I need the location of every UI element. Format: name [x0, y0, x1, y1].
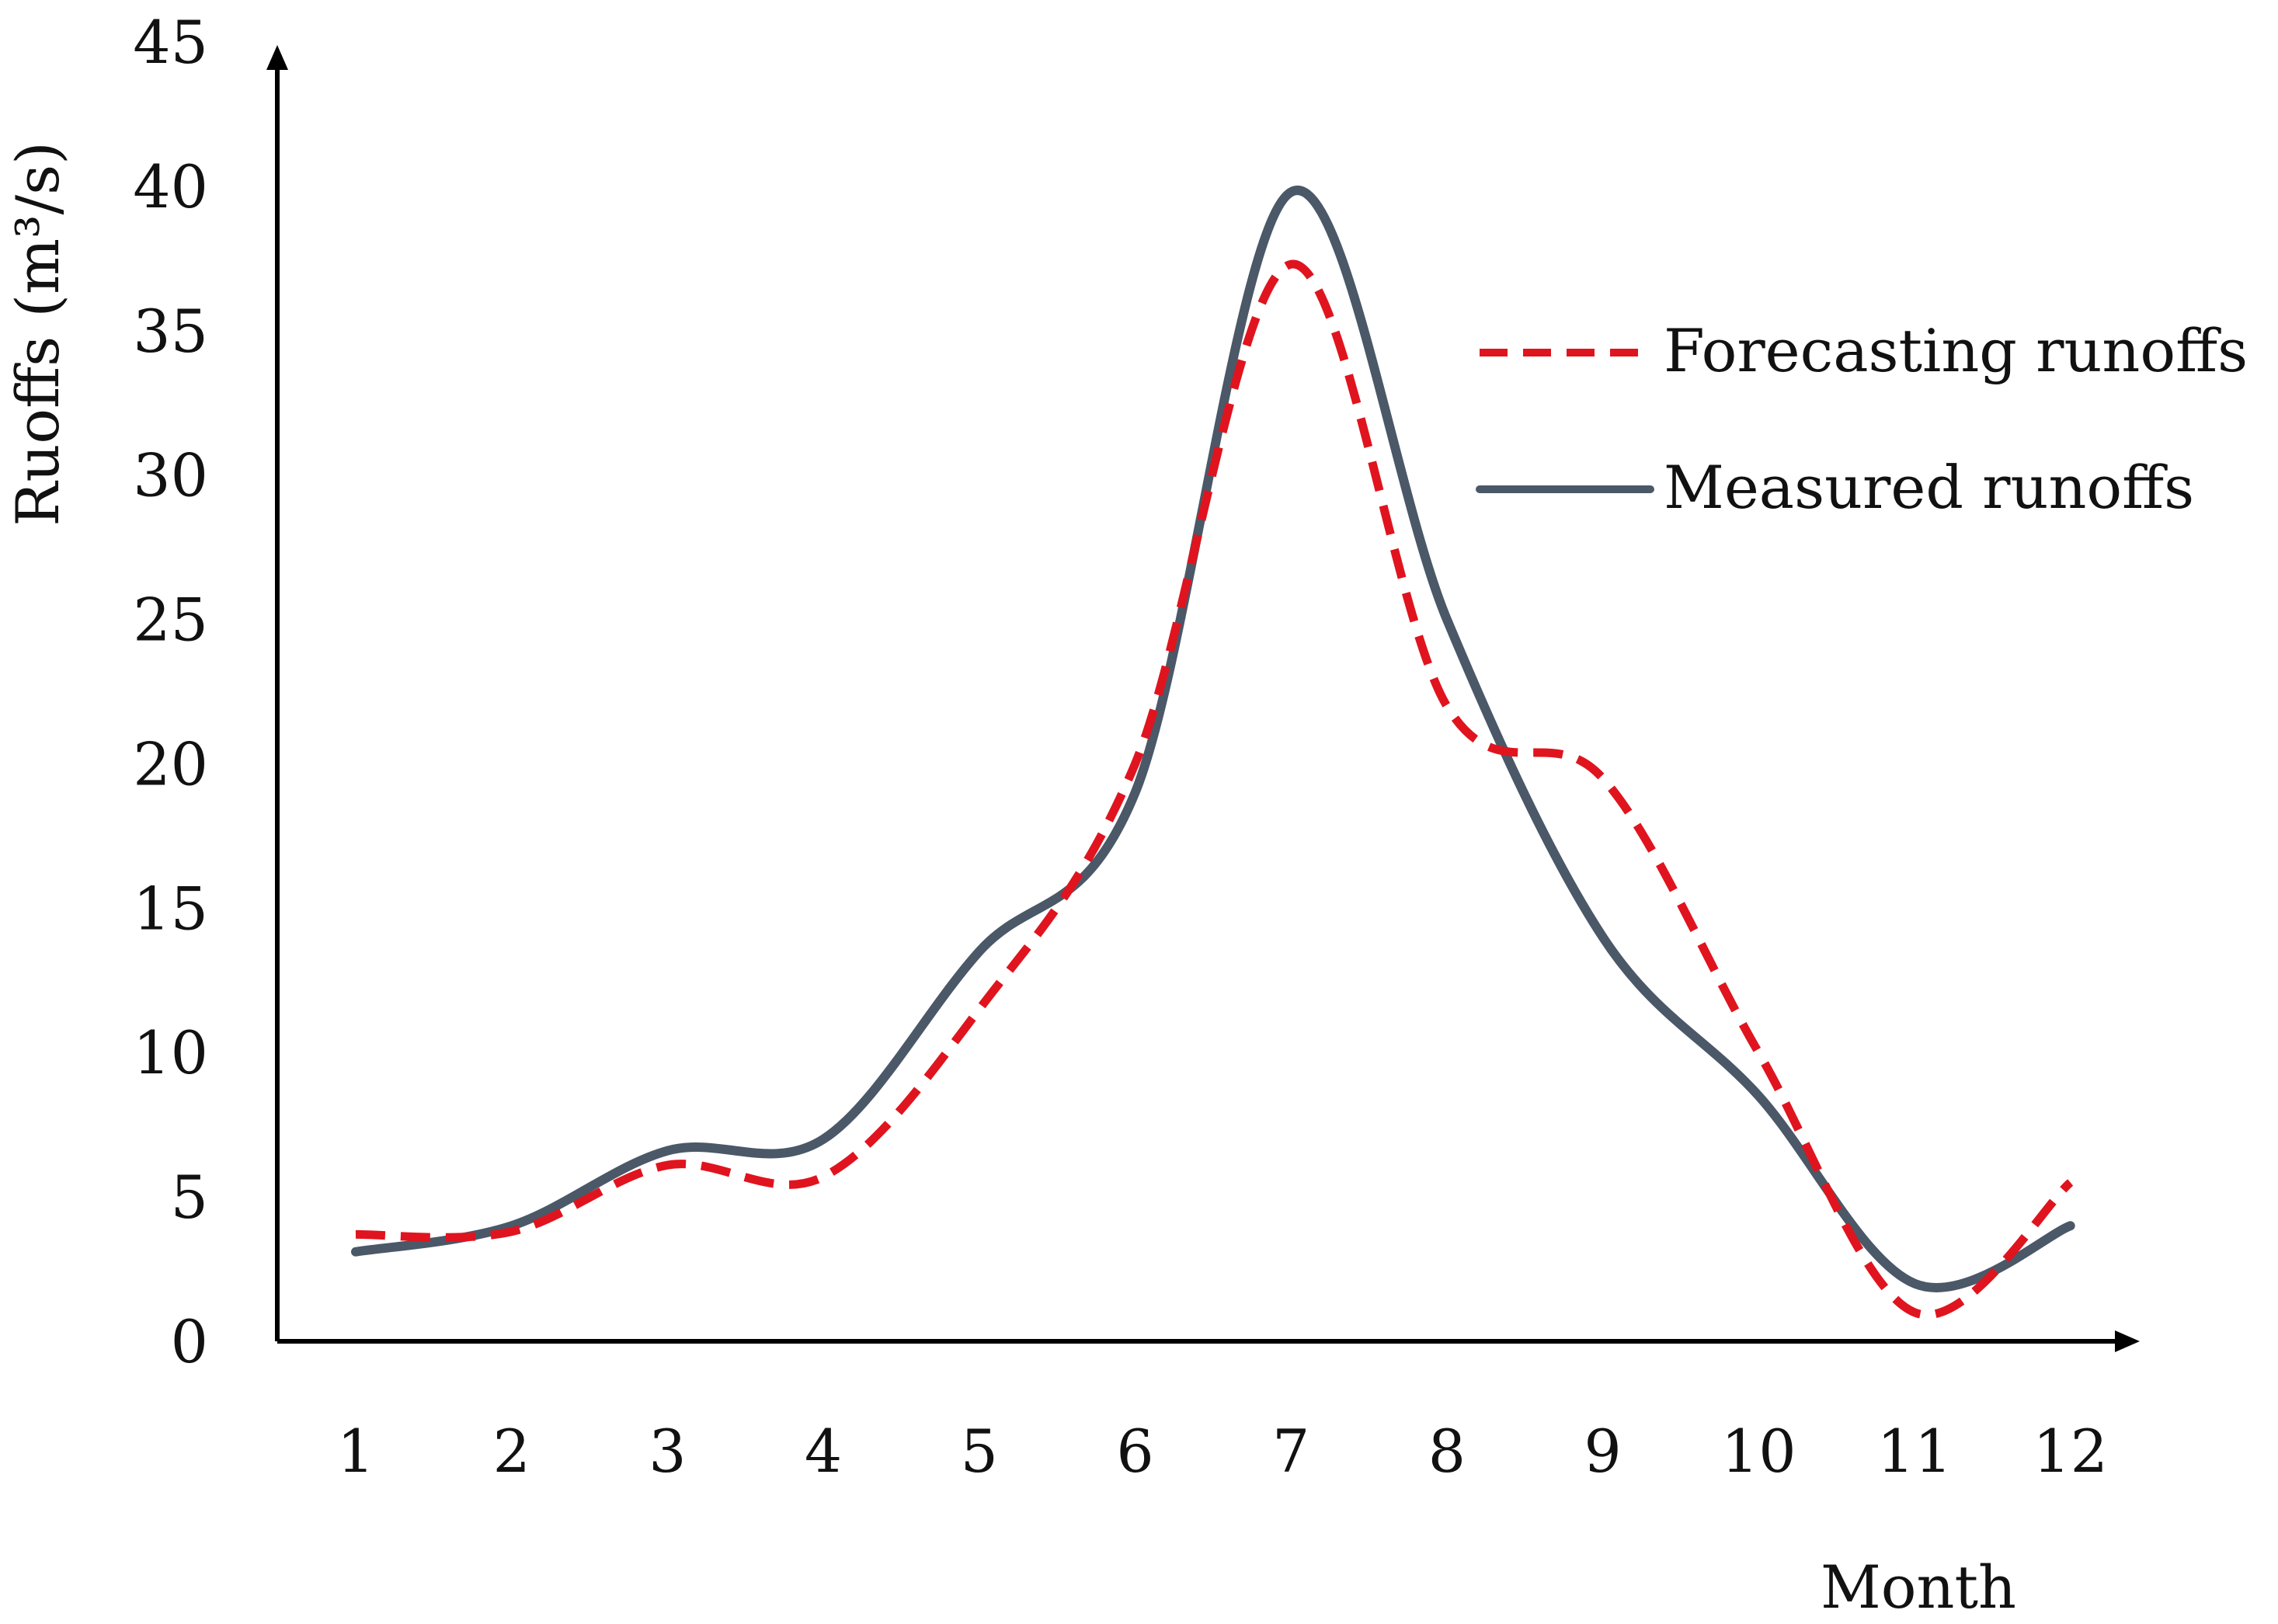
measured-point	[1601, 935, 1605, 940]
y-tick-label: 5	[171, 1163, 208, 1232]
y-tick-label: 45	[133, 8, 208, 77]
measured-point	[665, 1149, 669, 1153]
forecasting-point	[2068, 1181, 2073, 1185]
x-tick-label: 6	[1116, 1417, 1153, 1486]
legend-label-measured: Measured runoffs	[1664, 453, 2194, 522]
y-tick-label: 25	[133, 586, 208, 655]
x-axis-arrow-icon	[2115, 1330, 2140, 1352]
measured-point	[353, 1250, 358, 1254]
y-tick-label: 35	[133, 297, 208, 366]
x-tick-labels: 1 2 3 4 5 6 7 8 9 10 11 12	[337, 1417, 2108, 1486]
series-layer	[351, 186, 2075, 1320]
forecasting-point	[1756, 1050, 1761, 1055]
forecasting-point	[665, 1163, 669, 1167]
measured-point	[1756, 1094, 1761, 1098]
y-tick-label: 30	[133, 441, 208, 510]
x-tick-label: 10	[1721, 1417, 1796, 1486]
forecasting-point	[821, 1174, 826, 1179]
x-tick-label: 3	[649, 1417, 686, 1486]
measured-point	[977, 949, 982, 954]
forecasting-point	[510, 1229, 514, 1234]
y-tick-label: 40	[133, 152, 208, 221]
measured-point	[1289, 190, 1293, 194]
forecasting-point	[1133, 761, 1138, 766]
plot-area	[351, 186, 2075, 1320]
y-tick-label: 0	[171, 1307, 208, 1376]
x-axis-title: Month	[1821, 1553, 2016, 1622]
series-line-measured	[351, 186, 2075, 1292]
measured-point	[1912, 1281, 1917, 1286]
measured-point	[1445, 617, 1449, 622]
y-tick-label: 10	[133, 1018, 208, 1087]
legend-label-forecasting: Forecasting runoffs	[1664, 316, 2248, 385]
forecasting-point	[1289, 262, 1293, 266]
y-tick-label: 15	[133, 874, 208, 943]
measured-point	[1133, 791, 1138, 795]
forecasting-point	[1912, 1310, 1917, 1315]
y-axis-arrow-icon	[266, 45, 288, 70]
forecasting-point	[353, 1232, 358, 1236]
measured-point	[510, 1223, 514, 1228]
x-tick-label: 11	[1877, 1417, 1953, 1486]
x-tick-label: 12	[2033, 1417, 2108, 1486]
x-tick-label: 5	[961, 1417, 998, 1486]
series-line-forecasting	[355, 259, 2074, 1320]
forecasting-point	[977, 1007, 982, 1011]
y-axis-title-text: Ruoffs (m³/s)	[3, 141, 72, 527]
x-tick-label: 8	[1428, 1417, 1466, 1486]
x-tick-label: 7	[1272, 1417, 1309, 1486]
x-tick-label: 2	[493, 1417, 530, 1486]
forecasting-point	[1445, 704, 1449, 708]
forecasting-point	[1601, 776, 1605, 781]
x-tick-label: 4	[805, 1417, 842, 1486]
x-tick-label: 9	[1584, 1417, 1621, 1486]
x-tick-label: 1	[337, 1417, 374, 1486]
measured-point	[821, 1137, 826, 1142]
legend: Forecasting runoffs Measured runoffs	[1476, 316, 2248, 522]
measured-point	[2068, 1223, 2073, 1228]
y-tick-labels: 0 5 10 15 20 25 30 35 40 45	[133, 8, 208, 1376]
y-tick-label: 20	[133, 729, 208, 798]
y-axis-title: Ruoffs (m³/s)	[3, 141, 72, 527]
